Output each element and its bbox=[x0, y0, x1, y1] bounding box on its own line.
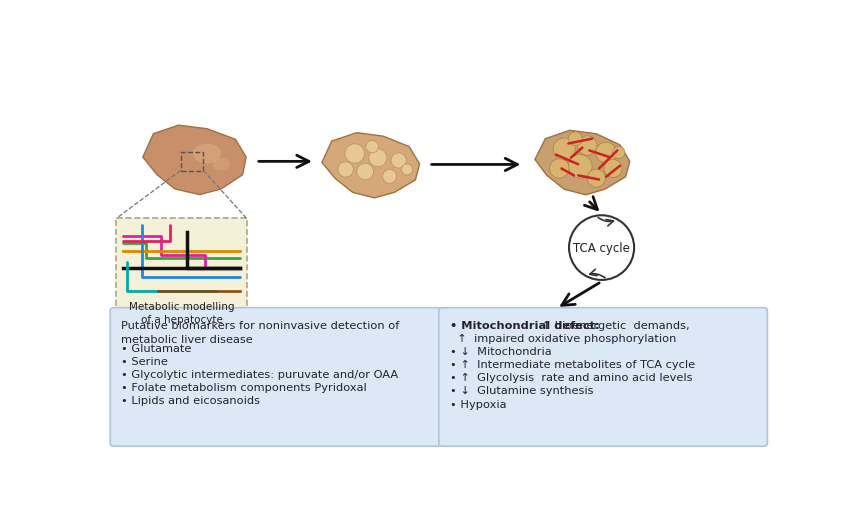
Text: • ↑  Glycolysis  rate and amino acid levels: • ↑ Glycolysis rate and amino acid level… bbox=[450, 373, 692, 383]
Text: • ↓  Mitochondria: • ↓ Mitochondria bbox=[450, 346, 551, 357]
Circle shape bbox=[568, 132, 583, 146]
Circle shape bbox=[569, 216, 634, 280]
Text: • Serine: • Serine bbox=[121, 357, 168, 367]
Text: ↑  impaired oxidative phosphorylation: ↑ impaired oxidative phosphorylation bbox=[450, 333, 676, 343]
FancyBboxPatch shape bbox=[117, 219, 247, 325]
Circle shape bbox=[366, 141, 379, 154]
Circle shape bbox=[587, 170, 605, 188]
Circle shape bbox=[345, 144, 364, 164]
Text: • Glycolytic intermediates: puruvate and/or OAA: • Glycolytic intermediates: puruvate and… bbox=[121, 370, 399, 380]
Text: • Hypoxia: • Hypoxia bbox=[450, 399, 506, 409]
Circle shape bbox=[568, 155, 592, 179]
Circle shape bbox=[357, 164, 374, 180]
FancyBboxPatch shape bbox=[439, 308, 767, 446]
Text: Metabolic modelling
of a hepatocyte: Metabolic modelling of a hepatocyte bbox=[129, 301, 234, 324]
Circle shape bbox=[401, 165, 412, 176]
PathPatch shape bbox=[143, 126, 246, 195]
Circle shape bbox=[553, 139, 575, 161]
Text: TCA cycle: TCA cycle bbox=[573, 241, 630, 255]
Circle shape bbox=[391, 154, 406, 169]
FancyBboxPatch shape bbox=[111, 308, 440, 446]
PathPatch shape bbox=[535, 131, 630, 195]
Text: • Mitochondrial defect:: • Mitochondrial defect: bbox=[450, 320, 599, 330]
Circle shape bbox=[578, 136, 597, 156]
Circle shape bbox=[369, 149, 387, 167]
Text: Putative biomarkers for noninvasive detection of
metabolic liver disease: Putative biomarkers for noninvasive dete… bbox=[121, 320, 399, 345]
Circle shape bbox=[382, 170, 397, 184]
Text: • ↑  Intermediate metabolites of TCA cycle: • ↑ Intermediate metabolites of TCA cycl… bbox=[450, 360, 695, 370]
Text: • ↓  Glutamine synthesis: • ↓ Glutamine synthesis bbox=[450, 386, 593, 395]
Text: • Folate metabolism components Pyridoxal: • Folate metabolism components Pyridoxal bbox=[121, 383, 367, 392]
Circle shape bbox=[338, 163, 353, 178]
PathPatch shape bbox=[322, 133, 420, 198]
Text: ↑ bioenergetic  demands,: ↑ bioenergetic demands, bbox=[538, 320, 690, 330]
Circle shape bbox=[604, 160, 622, 178]
Text: • Lipids and eicosanoids: • Lipids and eicosanoids bbox=[121, 395, 260, 406]
Text: • Glutamate: • Glutamate bbox=[121, 343, 191, 354]
Ellipse shape bbox=[193, 144, 221, 164]
Circle shape bbox=[613, 147, 625, 160]
Circle shape bbox=[549, 160, 569, 179]
Ellipse shape bbox=[213, 159, 230, 171]
Circle shape bbox=[596, 143, 616, 164]
